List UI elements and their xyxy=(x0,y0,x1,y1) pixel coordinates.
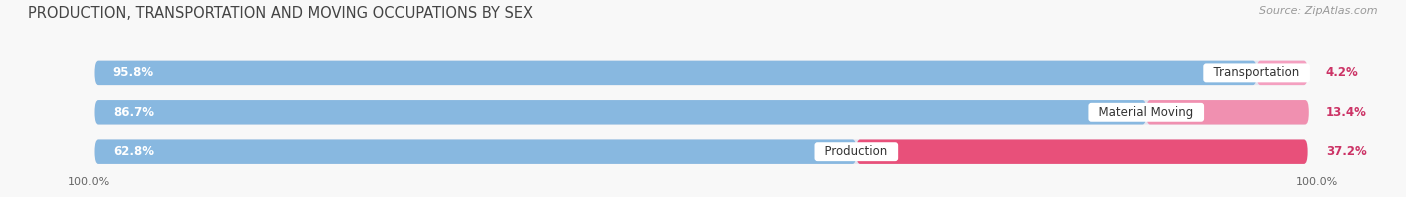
Text: Production: Production xyxy=(817,145,896,158)
FancyBboxPatch shape xyxy=(94,139,856,164)
FancyBboxPatch shape xyxy=(94,61,1257,85)
Text: 4.2%: 4.2% xyxy=(1326,66,1358,79)
FancyBboxPatch shape xyxy=(1257,61,1308,85)
FancyBboxPatch shape xyxy=(94,61,1308,85)
FancyBboxPatch shape xyxy=(94,100,1308,125)
FancyBboxPatch shape xyxy=(94,100,1146,125)
FancyBboxPatch shape xyxy=(94,139,1308,164)
Text: Source: ZipAtlas.com: Source: ZipAtlas.com xyxy=(1260,6,1378,16)
Text: 100.0%: 100.0% xyxy=(67,177,110,187)
Text: 86.7%: 86.7% xyxy=(112,106,153,119)
FancyBboxPatch shape xyxy=(856,139,1308,164)
Text: 13.4%: 13.4% xyxy=(1326,106,1367,119)
Text: 95.8%: 95.8% xyxy=(112,66,153,79)
Text: 37.2%: 37.2% xyxy=(1326,145,1367,158)
Text: PRODUCTION, TRANSPORTATION AND MOVING OCCUPATIONS BY SEX: PRODUCTION, TRANSPORTATION AND MOVING OC… xyxy=(28,6,533,21)
Text: 62.8%: 62.8% xyxy=(112,145,153,158)
FancyBboxPatch shape xyxy=(1146,100,1309,125)
Text: Transportation: Transportation xyxy=(1206,66,1308,79)
Text: Material Moving: Material Moving xyxy=(1091,106,1201,119)
Text: 100.0%: 100.0% xyxy=(1296,177,1339,187)
